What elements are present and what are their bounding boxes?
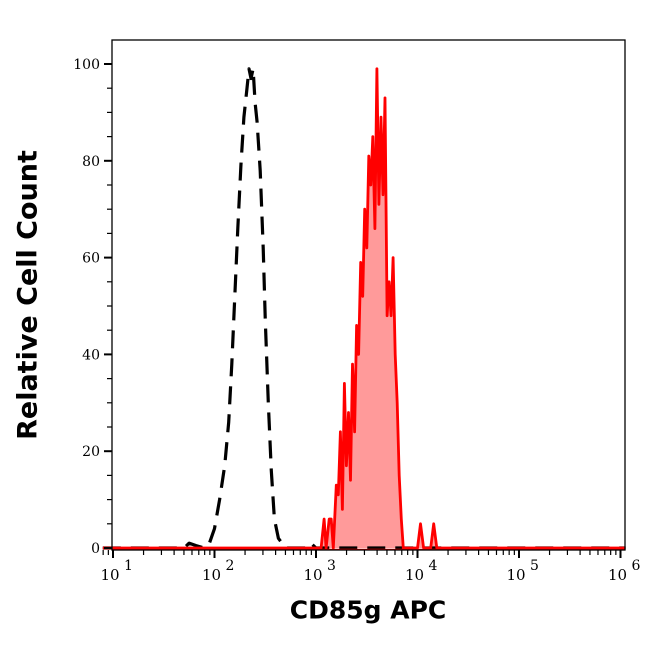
plot-frame — [111, 39, 626, 551]
y-tick-label: 40 — [82, 347, 100, 363]
series-fill-1 — [102, 68, 626, 549]
svg-text:2: 2 — [226, 558, 235, 574]
x-tick-label: 10 1 — [100, 558, 132, 584]
y-tick-label: 80 — [82, 154, 100, 170]
y-tick-label: 100 — [73, 57, 100, 73]
svg-text:1: 1 — [124, 558, 133, 574]
svg-text:10: 10 — [100, 566, 119, 584]
x-axis: 10 1 10 2 10 3 10 4 10 5 10 6 — [100, 550, 641, 584]
y-tick-label: 60 — [82, 251, 100, 267]
svg-text:5: 5 — [530, 558, 539, 574]
x-tick-label: 10 2 — [202, 558, 234, 584]
svg-text:10: 10 — [608, 566, 627, 584]
isotype-dashed-line — [102, 67, 626, 550]
x-tick-label: 10 4 — [405, 558, 438, 584]
x-tick-label: 10 6 — [608, 558, 641, 584]
svg-text:10: 10 — [303, 566, 322, 584]
y-axis: 0 20 40 60 80 100 — [73, 57, 112, 557]
svg-text:10: 10 — [405, 566, 424, 584]
svg-text:10: 10 — [506, 566, 525, 584]
x-tick-label: 10 5 — [506, 558, 538, 584]
svg-text:3: 3 — [327, 558, 336, 574]
cd85g-solid-line — [102, 67, 626, 550]
svg-text:10: 10 — [202, 566, 221, 584]
svg-text:6: 6 — [632, 558, 641, 574]
x-tick-label: 10 3 — [303, 558, 335, 584]
svg-text:4: 4 — [429, 558, 438, 574]
y-tick-label: 0 — [91, 541, 100, 557]
y-axis-title: Relative Cell Count — [12, 150, 44, 440]
y-tick-label: 20 — [82, 444, 100, 460]
positive-fill-area — [102, 68, 626, 549]
x-axis-title: CD85g APC — [289, 595, 447, 625]
